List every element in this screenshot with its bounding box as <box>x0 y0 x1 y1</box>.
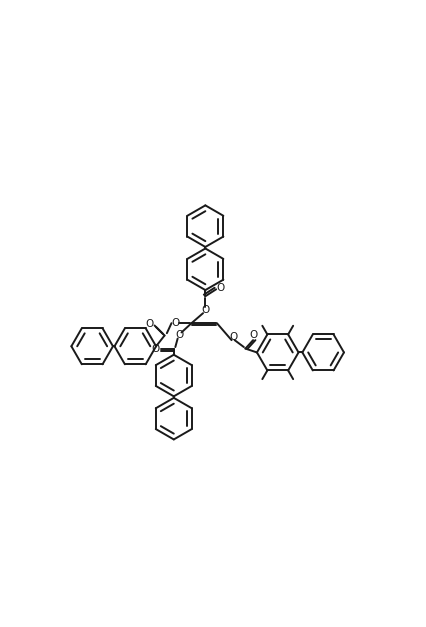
Text: O: O <box>171 318 179 328</box>
Text: O: O <box>145 319 154 329</box>
Text: O: O <box>201 305 209 315</box>
Text: O: O <box>249 330 257 340</box>
Text: O: O <box>151 344 159 354</box>
Text: O: O <box>228 332 237 342</box>
Text: O: O <box>216 283 225 293</box>
Text: O: O <box>175 330 183 340</box>
